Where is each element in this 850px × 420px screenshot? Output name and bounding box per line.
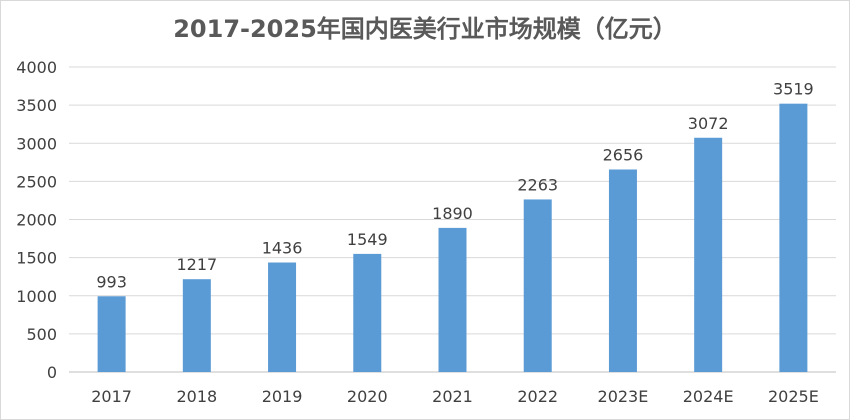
x-tick-label: 2021 [432,387,473,406]
bar [268,262,297,372]
bar [438,227,467,372]
data-label: 2656 [603,145,644,164]
data-label: 3072 [688,114,729,133]
x-tick-label: 2022 [517,387,558,406]
data-label: 3519 [773,80,814,99]
data-label: 1436 [262,239,303,258]
x-tick-label: 2024E [683,387,734,406]
bar [523,199,552,372]
y-tick-label: 1500 [16,249,57,268]
bar [182,279,211,372]
chart-title: 2017-2025年国内医美行业市场规模（亿元） [173,15,677,43]
x-tick-label: 2018 [176,387,217,406]
data-label: 1217 [176,255,217,274]
y-tick-label: 2500 [16,172,57,191]
y-tick-label: 500 [26,325,57,344]
bar [97,296,126,372]
bar [694,137,723,372]
x-tick-label: 2019 [262,387,303,406]
y-tick-label: 3500 [16,96,57,115]
y-tick-label: 4000 [16,58,57,77]
data-label: 2263 [517,175,558,194]
data-label: 1549 [347,230,388,249]
y-tick-label: 1000 [16,287,57,306]
bar [608,169,637,372]
x-tick-label: 2023E [598,387,649,406]
data-label: 1890 [432,204,473,223]
y-tick-label: 3000 [16,134,57,153]
x-tick-label: 2025E [768,387,819,406]
x-tick-label: 2020 [347,387,388,406]
bar [353,253,382,372]
y-tick-label: 0 [47,363,57,382]
bar [779,103,808,373]
data-label: 993 [96,272,127,291]
x-tick-label: 2017 [91,387,132,406]
y-tick-label: 2000 [16,211,57,230]
